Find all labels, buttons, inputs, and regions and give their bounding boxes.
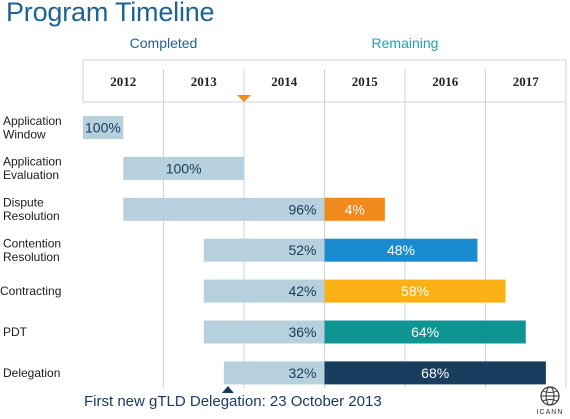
remaining-value-label: 58% — [401, 283, 429, 299]
first-delegation-note: First new gTLD Delegation: 23 October 20… — [84, 393, 382, 410]
remaining-value-label: 68% — [421, 365, 449, 381]
row-label: Resolution — [3, 209, 60, 223]
remaining-bar — [324, 197, 385, 221]
globe-icon — [540, 386, 560, 406]
remaining-bar — [324, 279, 506, 303]
year-tick-label: 2016 — [432, 74, 459, 89]
logo-text: ICANN — [536, 409, 564, 416]
row-label: Resolution — [3, 250, 60, 264]
row-label: Application — [3, 155, 62, 169]
remaining-value-label: 4% — [345, 201, 365, 217]
remaining-bar — [324, 361, 546, 385]
page-title: Program Timeline — [6, 0, 215, 27]
first-delegation-marker — [221, 386, 234, 393]
completed-bar — [123, 197, 325, 221]
row-label: Application — [3, 114, 62, 128]
remaining-bar — [324, 320, 526, 344]
completed-bar — [203, 320, 325, 344]
year-tick-label: 2015 — [352, 74, 379, 89]
completed-bar — [203, 238, 325, 262]
completed-value-label: 32% — [288, 365, 316, 381]
completed-bar — [123, 156, 244, 180]
completed-value-label: 96% — [288, 201, 316, 217]
completed-value-label: 100% — [85, 120, 121, 136]
row-label: Dispute — [3, 196, 44, 210]
completed-bar — [83, 116, 124, 139]
remaining-section-label: Remaining — [372, 35, 439, 51]
row-label: Evaluation — [3, 168, 59, 182]
completed-section-label: Completed — [130, 35, 198, 51]
year-tick-label: 2013 — [191, 74, 218, 89]
completed-value-label: 100% — [166, 160, 202, 176]
year-tick-label: 2014 — [271, 74, 298, 89]
year-tick-label: 2012 — [110, 74, 136, 89]
today-marker — [237, 95, 251, 102]
completed-value-label: 42% — [288, 283, 316, 299]
row-label: PDT — [3, 325, 28, 339]
remaining-bar — [324, 238, 478, 262]
year-tick-label: 2017 — [513, 74, 540, 89]
row-label: Contracting — [0, 284, 61, 298]
row-label: Contention — [3, 236, 61, 250]
completed-bar — [203, 279, 325, 303]
row-label: Delegation — [3, 366, 60, 380]
remaining-value-label: 48% — [387, 242, 415, 258]
completed-value-label: 36% — [288, 324, 316, 340]
icann-logo: ICANN — [530, 382, 570, 419]
completed-value-label: 52% — [288, 242, 316, 258]
remaining-value-label: 64% — [411, 324, 439, 340]
completed-bar — [223, 361, 325, 385]
row-label: Window — [3, 127, 46, 141]
